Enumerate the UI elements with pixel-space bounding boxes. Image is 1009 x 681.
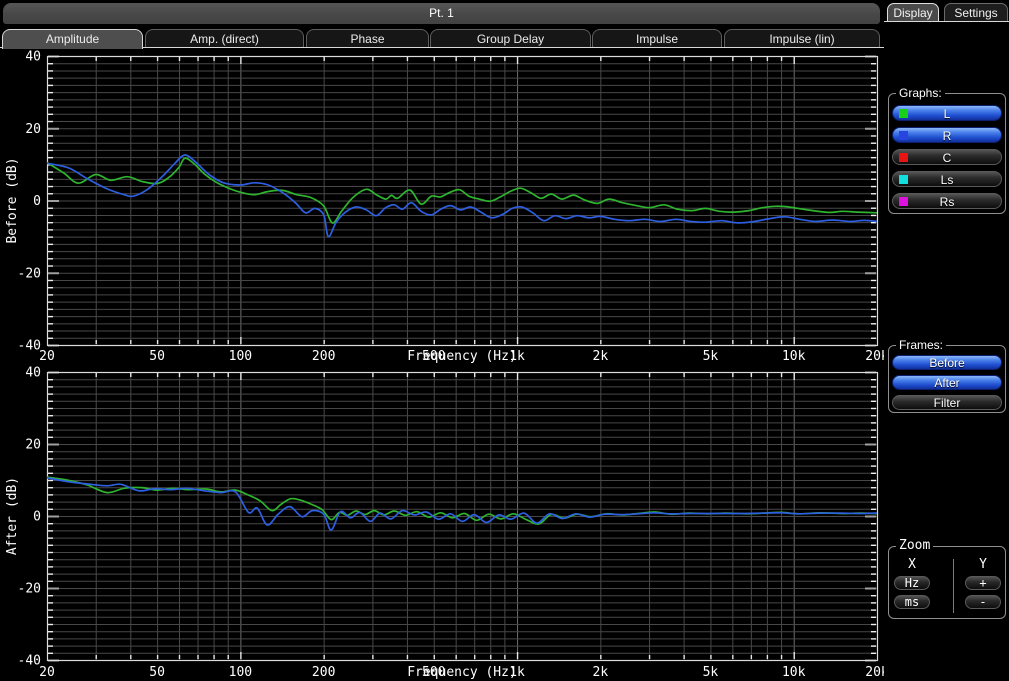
tab-amp-direct[interactable]: Amp. (direct) xyxy=(145,29,304,48)
y-tick-label: 0 xyxy=(33,510,41,525)
y-tick-label: 20 xyxy=(25,122,41,137)
y-tick-label: -40 xyxy=(18,339,41,354)
graph-button-left-label: L xyxy=(944,107,951,121)
frames-panel-legend: Frames: xyxy=(896,338,946,352)
tab-display[interactable]: Display xyxy=(887,3,939,22)
y-tick-label: 40 xyxy=(25,366,41,381)
channel-color-swatch-left xyxy=(899,109,908,118)
x-tick-label: 100 xyxy=(229,665,252,680)
y-tick-label: 40 xyxy=(25,50,41,65)
frame-button-before[interactable]: Before xyxy=(892,355,1002,370)
app-root: Pt. 1 Display Settings Amplitude Amp. (d… xyxy=(0,0,1009,681)
graph-button-right-surround-label: Rs xyxy=(940,195,955,209)
channel-color-swatch-right xyxy=(899,131,908,140)
graph-button-center-label: C xyxy=(943,151,952,165)
graphs-panel: Graphs: L R C Ls Rs xyxy=(888,93,1006,214)
zoom-y-axis-label: Y xyxy=(965,557,1001,573)
after-amplitude-plot: 40200-20-40After (dB)20501002005001k2k5k… xyxy=(0,364,884,681)
zoom-y-out-button[interactable]: - xyxy=(965,595,1001,609)
y-axis-label: Before (dB) xyxy=(5,157,20,243)
x-tick-label: 50 xyxy=(149,665,165,680)
graph-button-right-label: R xyxy=(943,129,952,143)
x-tick-label: 20 xyxy=(39,665,55,680)
x-tick-label: 200 xyxy=(312,349,335,364)
before-amplitude-plot: 40200-20-40Before (dB)20501002005001k2k5… xyxy=(0,48,884,364)
curve-l xyxy=(47,477,877,524)
y-tick-label: -40 xyxy=(18,654,41,669)
channel-color-swatch-center xyxy=(899,153,908,162)
tab-impulse[interactable]: Impulse xyxy=(592,29,722,48)
frames-panel: Frames: Before After Filter xyxy=(888,345,1006,413)
graph-button-right[interactable]: R xyxy=(892,127,1002,143)
zoom-panel-divider xyxy=(953,559,954,613)
x-tick-label: 50 xyxy=(149,349,165,364)
zoom-y-in-button[interactable]: + xyxy=(965,576,1001,590)
page-title: Pt. 1 xyxy=(429,6,454,20)
x-tick-label: 10k xyxy=(782,349,806,364)
x-tick-label: 20 xyxy=(39,349,55,364)
top-right-tabs-baseline xyxy=(884,21,1009,22)
x-tick-label: 5k xyxy=(703,665,719,680)
graph-button-right-surround[interactable]: Rs xyxy=(892,193,1002,209)
x-axis-label: Frequency (Hz) xyxy=(407,349,517,364)
x-axis-label: Frequency (Hz) xyxy=(407,665,517,680)
measurement-point-title-bar: Pt. 1 xyxy=(3,3,880,24)
x-tick-label: 10k xyxy=(782,665,806,680)
x-tick-label: 100 xyxy=(229,349,252,364)
frame-button-filter[interactable]: Filter xyxy=(892,395,1002,410)
curve-r xyxy=(47,155,877,237)
x-tick-label: 2k xyxy=(593,665,609,680)
graphs-panel-legend: Graphs: xyxy=(896,86,945,100)
curve-r xyxy=(47,478,877,530)
channel-color-swatch-right-surround xyxy=(899,197,908,206)
tab-phase[interactable]: Phase xyxy=(306,29,429,48)
graph-button-left-surround-label: Ls xyxy=(941,173,954,187)
frame-button-after[interactable]: After xyxy=(892,375,1002,390)
zoom-x-ms-button[interactable]: ms xyxy=(894,595,930,609)
x-tick-label: 20k xyxy=(865,349,884,364)
tab-amplitude[interactable]: Amplitude xyxy=(2,29,143,49)
y-axis-label: After (dB) xyxy=(5,477,20,555)
y-tick-label: 0 xyxy=(33,194,41,209)
x-tick-label: 20k xyxy=(865,665,884,680)
tab-impulse-lin[interactable]: Impulse (lin) xyxy=(724,29,880,48)
y-tick-label: -20 xyxy=(18,582,41,597)
y-tick-label: 20 xyxy=(25,438,41,453)
tab-settings[interactable]: Settings xyxy=(944,3,1008,22)
y-tick-label: -20 xyxy=(18,266,41,281)
graph-button-left[interactable]: L xyxy=(892,105,1002,121)
graph-button-left-surround[interactable]: Ls xyxy=(892,171,1002,187)
x-tick-label: 2k xyxy=(593,349,609,364)
zoom-x-axis-label: X xyxy=(894,557,930,573)
graph-button-center[interactable]: C xyxy=(892,149,1002,165)
zoom-x-hz-button[interactable]: Hz xyxy=(894,576,930,590)
tab-group-delay[interactable]: Group Delay xyxy=(430,29,591,48)
x-tick-label: 200 xyxy=(312,665,335,680)
channel-color-swatch-left-surround xyxy=(899,175,908,184)
x-tick-label: 5k xyxy=(703,349,719,364)
zoom-panel: Zoom X Hz ms Y + - xyxy=(888,546,1006,619)
